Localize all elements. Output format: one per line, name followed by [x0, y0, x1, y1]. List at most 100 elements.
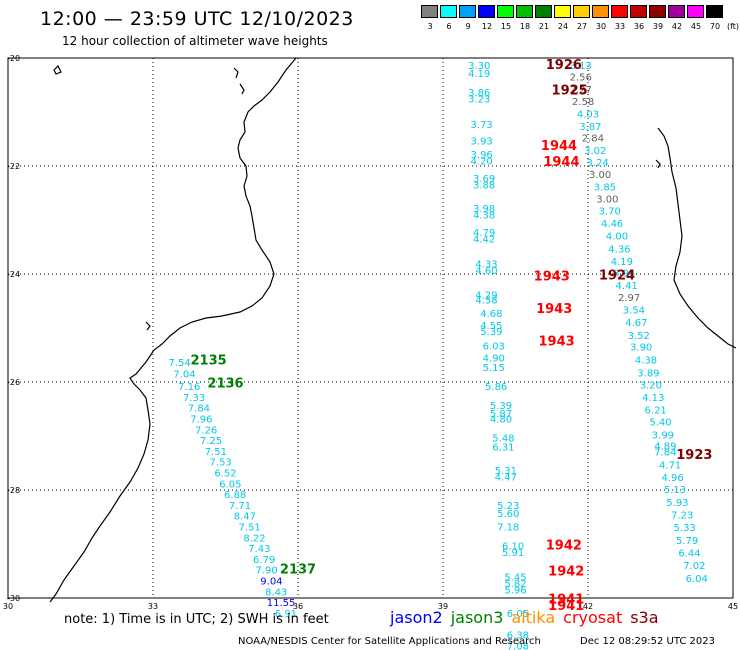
satellite-legend: jason2 jason3 altika cryosat s3a [390, 608, 667, 627]
wave-height-value: 6.05 [507, 609, 529, 620]
legend-swatch [516, 5, 533, 18]
wave-height-value: 3.98 [473, 204, 495, 215]
pass-number-label: 1943 [538, 334, 574, 349]
wave-height-value: 5.96 [504, 586, 526, 597]
wave-height-value: 7.43 [248, 544, 270, 555]
wave-height-value: 4.55 [480, 321, 502, 332]
pass-number-label: 1925 [552, 84, 588, 99]
lat-tick-label: -28 [7, 486, 20, 495]
wave-height-value: 6.31 [492, 443, 514, 454]
pass-number-label: 2135 [190, 354, 226, 369]
wave-height-value: 7.51 [239, 523, 261, 534]
wave-height-value: 3.24 [587, 158, 609, 169]
wave-height-value: 6.52 [214, 469, 236, 480]
wave-height-value: 3.96 [471, 150, 493, 161]
island-islet [145, 321, 151, 331]
wave-height-value: 5.86 [485, 382, 507, 393]
wave-height-value: 6.79 [253, 555, 275, 566]
wave-height-value: 4.42 [473, 235, 495, 246]
wave-height-points: 7.547.047.167.337.847.967.267.257.517.53… [168, 61, 707, 650]
wave-height-value: 7.90 [255, 566, 277, 577]
legend-swatch [611, 5, 628, 18]
coastline-madagascar [657, 127, 737, 349]
pass-number-label: 1926 [546, 58, 582, 73]
footer-credit: NOAA/NESDIS Center for Satellite Applica… [238, 636, 541, 647]
wave-height-value: 3.23 [468, 94, 490, 105]
wave-height-value: 8.43 [265, 587, 287, 598]
wave-height-value: 2.58 [572, 97, 594, 108]
wave-height-value: 3.99 [652, 431, 674, 442]
legend-swatch [668, 5, 685, 18]
wave-height-value: 3.86 [468, 88, 490, 99]
island-islet [239, 83, 245, 95]
wave-height-value: 5.48 [492, 433, 514, 444]
wave-height-value: 6.05 [219, 479, 241, 490]
wave-height-value: 7.33 [183, 393, 205, 404]
lon-tick-label: 42 [583, 602, 593, 611]
wave-height-value: 3.73 [471, 120, 493, 131]
pass-number-label: 1923 [676, 448, 712, 463]
wave-height-value: 4.19 [611, 257, 633, 268]
wave-height-value: 6.04 [686, 574, 708, 585]
map-subtitle: 12 hour collection of altimeter wave hei… [62, 34, 328, 48]
wave-height-value: 3.88 [473, 181, 495, 192]
wave-height-value: 4.67 [625, 318, 647, 329]
legend-label: 45 [690, 22, 702, 31]
wave-height-value: 5.15 [483, 363, 505, 374]
satellite-jason3: jason3 [450, 608, 504, 627]
wave-height-value: 6.21 [645, 405, 667, 416]
legend-label: 39 [652, 22, 664, 31]
legend-unit: (ft) [726, 22, 740, 31]
wave-height-value: 4.29 [475, 290, 497, 301]
lon-tick-label: 36 [293, 602, 303, 611]
wave-height-value: 4.79 [473, 228, 495, 239]
wave-height-value: 4.47 [495, 472, 517, 483]
wave-height-value: 4.36 [608, 244, 630, 255]
wave-height-value: 4.38 [635, 356, 657, 367]
lon-tick-label: 33 [148, 602, 158, 611]
legend-label: 3 [427, 22, 433, 31]
wave-height-value: 7.54 [168, 358, 190, 369]
wave-height-value: 2.97 [618, 293, 640, 304]
wave-height-value: 5.91 [502, 548, 524, 559]
wave-height-value: 6.88 [224, 490, 246, 501]
satellite-jason2: jason2 [390, 608, 443, 627]
legend-label: 33 [614, 22, 626, 31]
wave-height-value: 4.20 [471, 156, 493, 167]
island-islet [233, 67, 239, 79]
wave-height-value: 6.10 [502, 541, 524, 552]
wave-height-value: 3.02 [584, 146, 606, 157]
wave-height-value: 3.90 [630, 343, 652, 354]
wave-height-value: 8.22 [243, 533, 265, 544]
wave-height-value: 5.60 [497, 509, 519, 520]
wave-height-value: 3.69 [473, 174, 495, 185]
wave-height-value: 7.23 [671, 511, 693, 522]
wave-height-value: 8.47 [234, 512, 256, 523]
legend-label: 12 [481, 22, 493, 31]
wave-height-value: 2.27 [570, 85, 592, 96]
lon-tick-label: 45 [728, 602, 738, 611]
lat-tick-label: -20 [7, 54, 20, 63]
wave-height-value: 7.18 [497, 523, 519, 534]
legend-swatch [535, 5, 552, 18]
wave-height-value: 4.96 [661, 473, 683, 484]
wave-height-value: 5.39 [480, 327, 502, 338]
wave-height-value: 7.25 [200, 436, 222, 447]
legend-label: 18 [519, 22, 531, 31]
wave-height-value: 9.04 [260, 577, 282, 588]
pass-number-label: 1924 [599, 268, 635, 283]
pass-number-label: 2137 [280, 563, 316, 578]
wave-height-value: 7.02 [683, 561, 705, 572]
pass-number-label: 1942 [548, 564, 584, 579]
lat-tick-label: -22 [7, 162, 20, 171]
wave-height-value: 6.03 [483, 342, 505, 353]
map-title: 12:00 — 23:59 UTC 12/10/2023 [40, 8, 354, 30]
wave-height-value: 4.46 [601, 219, 623, 230]
wave-height-value: 3.89 [637, 369, 659, 380]
wave-height-value: 4.68 [480, 309, 502, 320]
lon-tick-label: 39 [438, 602, 448, 611]
wave-height-value: 3.20 [640, 380, 662, 391]
wave-height-value: 4.19 [468, 69, 490, 80]
legend-swatch [440, 5, 457, 18]
